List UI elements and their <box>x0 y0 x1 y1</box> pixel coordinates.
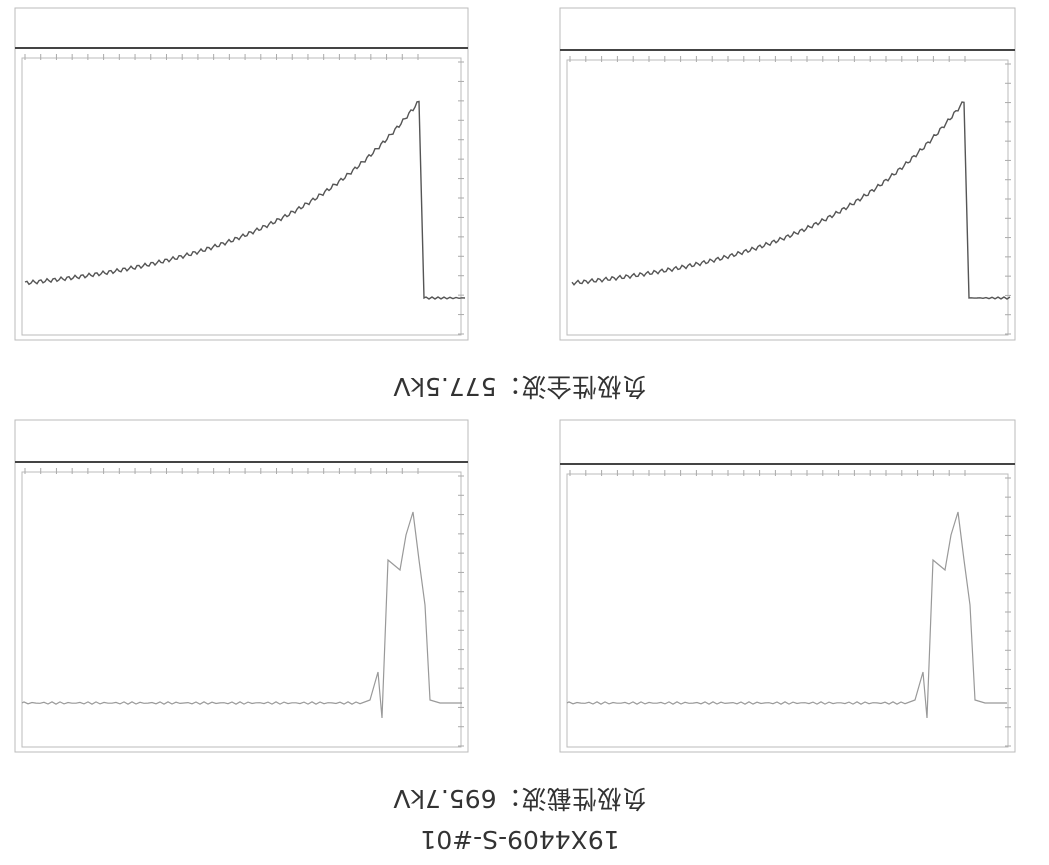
scanned-page: 负极性全波：577.5kV 负极性截波：695.7kV 19X4409-S-#0… <box>0 0 1049 865</box>
page-background <box>0 0 1049 865</box>
specimen-id: 19X4409-S-#01 <box>420 825 619 854</box>
full-wave-caption: 负极性全波：577.5kV <box>393 372 646 401</box>
chopped-wave-caption: 负极性截波：695.7kV <box>393 784 646 813</box>
